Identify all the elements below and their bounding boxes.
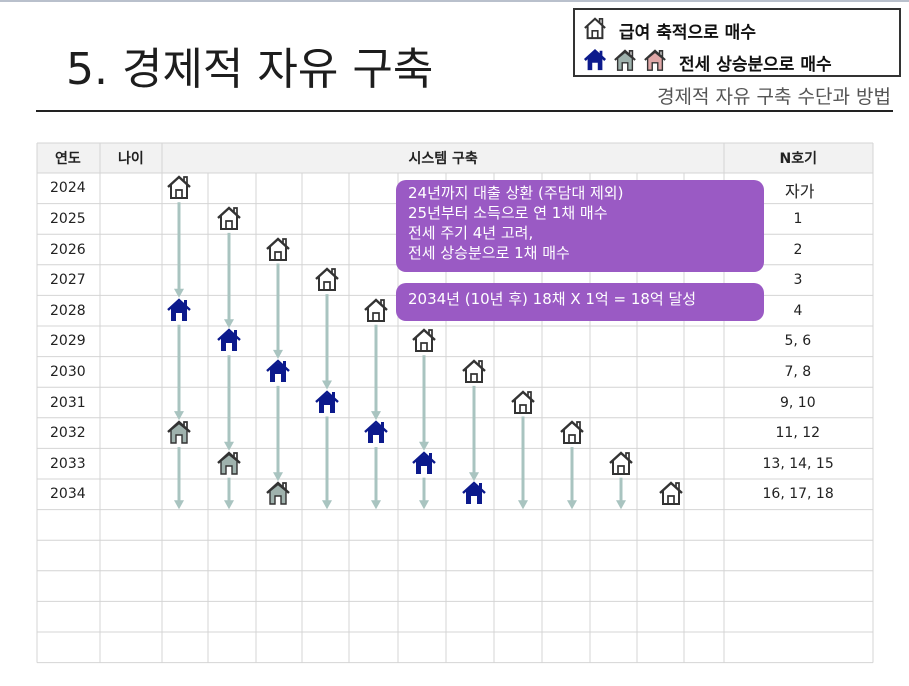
count-cell: 7, 8 <box>784 363 812 380</box>
year-cell: 2031 <box>50 394 86 411</box>
year-cell: 2024 <box>50 180 86 197</box>
arrow-head <box>371 500 381 510</box>
plan-note-line: 전세 주기 4년 고려, <box>408 224 534 242</box>
year-cell: 2026 <box>50 241 86 258</box>
house-navy-icon <box>411 450 437 476</box>
slide-title: 5. 경제적 자유 구축 <box>66 44 434 95</box>
arrow-head <box>469 472 479 482</box>
arrow-head <box>273 472 283 482</box>
house-gray-icon <box>613 48 637 76</box>
house-outline-icon <box>559 419 585 445</box>
year-cell: 2029 <box>50 333 86 350</box>
year-cell: 2034 <box>50 486 86 503</box>
house-navy-icon <box>265 358 291 384</box>
year-cell: 2028 <box>50 302 86 319</box>
house-outline-icon <box>658 480 684 506</box>
top-border-line <box>0 0 909 2</box>
legend-label-jeonse: 전세 상승분으로 매수 <box>679 54 832 75</box>
result-note-text: 2034년 (10년 후) 18채 X 1억 = 18억 달성 <box>408 290 697 308</box>
header-year: 연도 <box>55 151 81 167</box>
house-outline-icon <box>265 236 291 262</box>
count-cell: 9, 10 <box>780 394 816 411</box>
plan-note-line: 25년부터 소득으로 연 1채 매수 <box>408 204 608 222</box>
house-navy-icon <box>461 480 487 506</box>
legend-row-jeonse: 전세 상승분으로 매수 <box>583 48 832 76</box>
house-outline-icon <box>363 297 389 323</box>
arrow-head <box>322 380 332 390</box>
arrow-head <box>224 441 234 451</box>
arrow-head <box>616 500 626 510</box>
arrow-head <box>567 500 577 510</box>
count-cell: 자가 <box>785 182 815 202</box>
house-outline-icon <box>583 16 607 44</box>
house-navy-icon <box>314 389 340 415</box>
count-cell: 16, 17, 18 <box>762 486 834 503</box>
house-outline-icon <box>510 389 536 415</box>
legend-box: 급여 축적으로 매수 전세 상승분으로 매수 <box>573 8 901 77</box>
arrow-head <box>322 500 332 510</box>
house-navy-icon <box>166 297 192 323</box>
arrow-head <box>419 441 429 451</box>
house-outline-icon <box>461 358 487 384</box>
year-cell: 2032 <box>50 425 86 442</box>
count-cell: 13, 14, 15 <box>762 455 834 472</box>
arrow-head <box>224 319 234 329</box>
header-age: 나이 <box>118 151 144 167</box>
arrow-head <box>174 411 184 421</box>
legend-label-salary: 급여 축적으로 매수 <box>619 22 756 43</box>
table-header-bg <box>37 143 873 173</box>
count-cell: 2 <box>793 241 803 258</box>
year-cell: 2025 <box>50 210 86 227</box>
plan-note: 24년까지 대출 상환 (주담대 제외) 25년부터 소득으로 연 1채 매수 … <box>396 180 764 272</box>
year-cell: 2027 <box>50 272 86 289</box>
house-outline-icon <box>411 327 437 353</box>
count-cell: 4 <box>793 302 803 319</box>
arrow-head <box>419 500 429 510</box>
slide-subtitle: 경제적 자유 구축 수단과 방법 <box>657 86 891 108</box>
year-cell: 2033 <box>50 455 86 472</box>
house-navy-icon <box>363 419 389 445</box>
count-cell: 5, 6 <box>784 333 812 350</box>
house-gray-icon <box>166 419 192 445</box>
house-outline-icon <box>314 266 340 292</box>
arrow-head <box>174 288 184 298</box>
header-count: N호기 <box>779 151 817 167</box>
count-cell: 1 <box>793 210 803 227</box>
header-system: 시스템 구축 <box>408 151 478 167</box>
title-divider <box>36 110 893 112</box>
house-outline-icon <box>216 205 242 231</box>
year-cell: 2030 <box>50 363 86 380</box>
house-navy-icon <box>583 48 607 76</box>
arrow-head <box>273 349 283 359</box>
house-gray-icon <box>216 450 242 476</box>
count-cell: 11, 12 <box>775 425 821 442</box>
house-navy-icon <box>216 327 242 353</box>
result-note: 2034년 (10년 후) 18채 X 1억 = 18억 달성 <box>396 283 764 321</box>
house-outline-icon <box>608 450 634 476</box>
arrow-head <box>174 500 184 510</box>
arrow-head <box>224 500 234 510</box>
house-outline-icon <box>166 174 192 200</box>
house-pink-icon <box>643 48 667 76</box>
house-gray-icon <box>265 480 291 506</box>
plan-note-line: 24년까지 대출 상환 (주담대 제외) <box>408 184 624 202</box>
arrow-head <box>518 500 528 510</box>
plan-note-line: 전세 상승분으로 1채 매수 <box>408 244 570 262</box>
count-cell: 3 <box>793 272 803 289</box>
arrow-head <box>371 411 381 421</box>
legend-row-salary: 급여 축적으로 매수 <box>583 16 756 44</box>
